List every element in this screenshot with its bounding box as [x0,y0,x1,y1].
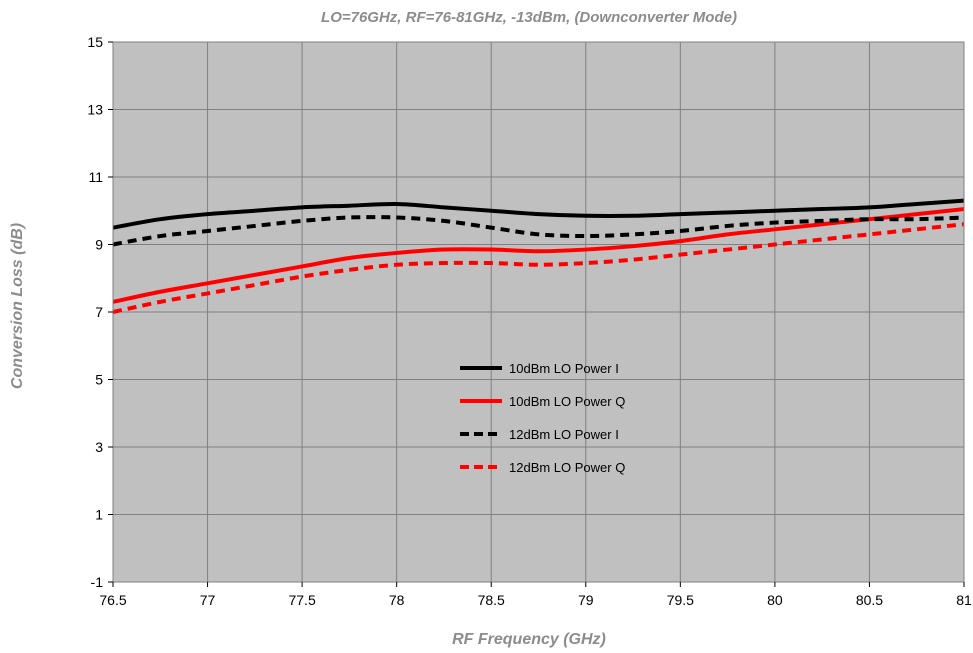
y-tick-label: 9 [95,237,103,253]
y-tick-label: 15 [87,34,103,50]
x-tick-label: 77.5 [288,592,315,608]
y-tick-label: 5 [95,372,103,388]
chart-title: LO=76GHz, RF=76-81GHz, -13dBm, (Downconv… [321,9,737,26]
legend-label-10dbm-lo-power-q: 10dBm LO Power Q [509,394,625,409]
x-tick-label: 81 [956,592,972,608]
y-tick-label: -1 [91,574,104,590]
x-tick-label: 79 [578,592,594,608]
legend-label-12dbm-lo-power-i: 12dBm LO Power I [509,427,619,442]
y-tick-label: 3 [95,439,103,455]
axis-ticks: 76.5 77 77.5 78 78.5 79 79.5 80 80.5 81-113579111… [87,34,972,608]
legend-label-10dbm-lo-power-i: 10dBm LO Power I [509,361,619,376]
x-tick-label: 79.5 [667,592,694,608]
x-tick-label: 76.5 [99,592,126,608]
y-tick-label: 7 [95,304,103,320]
y-axis-title: Conversion Loss (dB) [9,223,26,389]
x-tick-label: 80 [767,592,783,608]
series-line-12dbm-lo-power-i [112,215,965,247]
y-tick-label: 13 [87,102,103,118]
x-tick-label: 80.5 [856,592,883,608]
series-lines [112,198,965,314]
x-tick-label: 78.5 [478,592,505,608]
y-tick-label: 1 [95,507,103,523]
x-axis-title: RF Frequency (GHz) [452,631,606,648]
series-line-10dbm-lo-power-q [112,207,965,304]
x-tick-label: 78 [389,592,405,608]
legend-label-12dbm-lo-power-q: 12dBm LO Power Q [509,460,625,475]
y-tick-label: 11 [88,169,103,185]
series-line-10dbm-lo-power-i [112,198,965,230]
x-tick-label: 77 [200,592,216,608]
legend: 10dBm LO Power I 10dBm LO Power Q 12dBm LO… [460,361,625,475]
